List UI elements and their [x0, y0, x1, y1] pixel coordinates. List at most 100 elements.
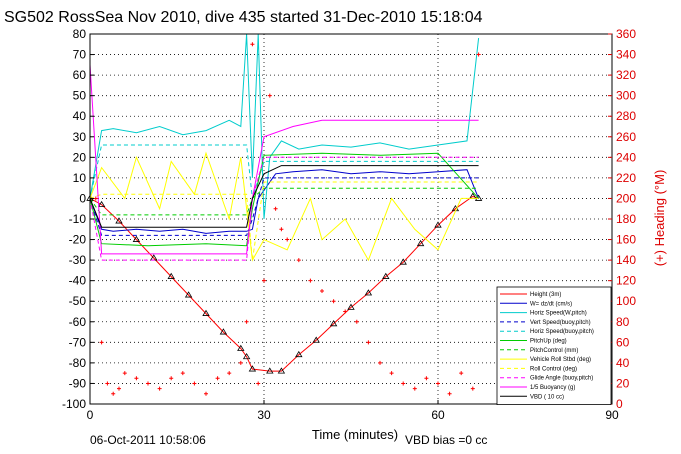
series-lines	[86, 33, 483, 396]
heading-marker-25	[308, 278, 313, 283]
heading-marker-3	[111, 391, 116, 396]
height-marker-13	[277, 367, 286, 374]
height-marker-11	[248, 365, 257, 372]
heading-marker-2	[105, 381, 110, 386]
left-tick-label-1: -90	[69, 376, 87, 390]
right-tick-label-17: 340	[616, 48, 636, 62]
left-tick-label-9: -10	[69, 212, 87, 226]
legend-label-11: VBD ( 10 cc)	[530, 394, 564, 400]
legend-label-4: Horiz Speed(buoy,pitch)	[530, 329, 594, 335]
legend-label-5: PitchUp (deg)	[530, 339, 567, 345]
left-tick-label-12: 20	[73, 150, 87, 164]
right-tick-label-18: 360	[616, 27, 636, 41]
heading-marker-16	[244, 319, 249, 324]
height-marker-2	[115, 217, 123, 224]
heading-marker-30	[366, 340, 371, 345]
heading-marker-27	[331, 299, 336, 304]
heading-marker-0	[93, 196, 98, 201]
left-tick-label-6: -40	[69, 274, 87, 288]
left-tick-label-7: -30	[69, 253, 87, 267]
left-tick-label-16: 60	[73, 68, 87, 82]
height-marker-8	[219, 328, 228, 335]
right-tick-label-4: 80	[616, 315, 630, 329]
heading-marker-34	[412, 386, 417, 391]
heading-marker-1	[99, 340, 104, 345]
heading-marker-20	[267, 93, 272, 98]
heading-marker-17	[250, 42, 255, 47]
x-tick-labels: 0 30 60 90	[87, 400, 619, 422]
heading-marker-28	[343, 309, 348, 314]
series-line-4	[89, 144, 479, 199]
right-tick-label-1: 20	[616, 376, 630, 390]
height-marker-10	[242, 352, 251, 360]
right-tick-label-16: 320	[616, 68, 636, 82]
left-tick-label-5: -50	[69, 294, 87, 308]
legend-label-6: PitchControl (mm)	[530, 348, 578, 354]
height-marker-6	[184, 291, 193, 298]
series-line-10	[89, 64, 479, 255]
heading-marker-13	[215, 376, 220, 381]
heading-marker-39	[470, 386, 475, 391]
heading-marker-35	[424, 376, 429, 381]
right-tick-labels: 0 20 40 60 80 100 120 140 160 180 200 220 240 260 280 3…	[608, 27, 636, 411]
heading-marker-18	[256, 381, 261, 386]
height-marker-19	[382, 272, 390, 279]
right-tick-label-9: 180	[616, 212, 636, 226]
series-line-1	[89, 169, 480, 234]
series-line-0	[89, 195, 479, 372]
left-tick-labels: -100-90-80-70-60-50-40-30-20-10010203040…	[62, 27, 94, 411]
series-line-7	[89, 151, 479, 262]
left-tick-label-4: -60	[69, 315, 87, 329]
right-tick-label-15: 300	[616, 89, 636, 103]
legend-label-9: Glide Angle (buoy,pitch)	[530, 376, 593, 382]
left-tick-label-14: 40	[73, 109, 87, 123]
heading-marker-12	[204, 391, 208, 396]
left-tick-label-10: 0	[79, 191, 86, 205]
right-tick-label-6: 120	[616, 274, 636, 288]
series-line-6	[89, 187, 479, 216]
left-tick-label-13: 30	[73, 130, 87, 144]
left-tick-label-15: 50	[73, 89, 87, 103]
height-marker-22	[434, 221, 442, 228]
legend-label-7: Vehicle Roll Stbd (deg)	[530, 357, 591, 363]
chart-title: SG502 RossSea Nov 2010, dive 435 started…	[4, 9, 483, 26]
height-marker-1	[97, 200, 106, 208]
heading-marker-24	[296, 258, 301, 263]
heading-marker-4	[117, 386, 121, 391]
right-tick-label-12: 240	[616, 150, 636, 164]
left-tick-label-11: 10	[73, 171, 87, 185]
left-tick-label-8: -20	[69, 233, 87, 247]
series-line-11	[89, 165, 479, 228]
right-tick-label-13: 260	[616, 130, 636, 144]
heading-marker-8	[157, 386, 162, 391]
right-tick-label-5: 100	[616, 294, 636, 308]
legend-label-1: W= dz/dt (cm/s)	[530, 301, 572, 307]
heading-marker-29	[354, 319, 359, 324]
heading-marker-37	[447, 391, 452, 396]
height-marker-17	[347, 303, 355, 310]
heading-marker-38	[459, 371, 464, 376]
legend-label-8: Roll Control (deg)	[530, 366, 577, 372]
x-tick-label-1: 30	[257, 408, 271, 422]
height-marker-20	[399, 258, 407, 265]
x-axis-label: Time (minutes)	[312, 427, 398, 442]
right-tick-label-8: 160	[616, 233, 636, 247]
left-tick-label-0: -100	[62, 397, 86, 411]
series-line-5	[89, 152, 479, 247]
legend-label-10: 1/5 Buoyancy (g)	[530, 385, 575, 391]
legend-label-0: Height (3m)	[530, 292, 561, 298]
right-tick-label-10: 200	[616, 191, 636, 205]
heading-marker-40	[476, 52, 481, 57]
legend-box	[496, 286, 612, 405]
legend-label-3: Vert Speed(buoy,pitch)	[530, 320, 591, 326]
height-marker-18	[364, 289, 373, 296]
heading-marker-10	[180, 371, 185, 376]
right-tick-label-0: 0	[616, 397, 623, 411]
heading-marker-5	[122, 371, 127, 376]
right-tick-label-3: 60	[616, 335, 630, 349]
heading-marker-7	[146, 381, 150, 386]
heading-marker-15	[238, 360, 243, 365]
height-marker-21	[416, 239, 425, 247]
height-marker-3	[132, 235, 141, 242]
